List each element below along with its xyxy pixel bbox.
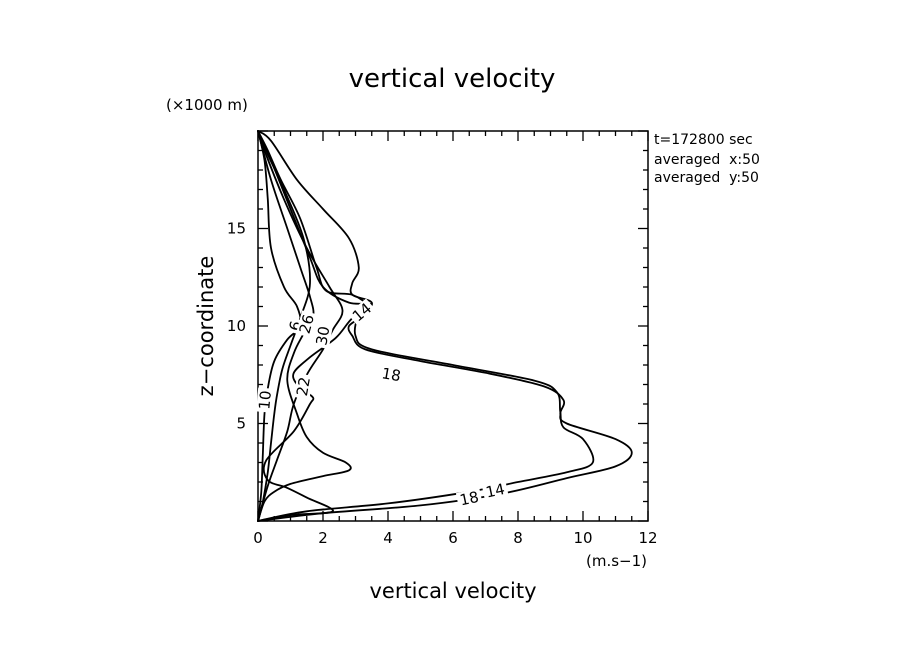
contour-label-background [347,298,377,327]
contour-label-background [293,373,314,400]
y-tick-labels: 5 10 15 [227,220,246,433]
contour-line-6 [257,130,311,522]
x-axis-unit: (m.s−1) [586,552,647,570]
x-tick-label: 0 [253,529,263,547]
contour-line-26 [257,130,352,522]
x-tick-label: 10 [573,529,592,547]
contour-label: 22 [293,375,314,397]
y-tick-label: 15 [227,220,246,238]
x-tick-label: 2 [318,529,328,547]
contour-label-background [455,488,483,509]
y-axis-label: z−coordinate [194,256,218,397]
info-line-y: averaged y:50 [654,170,759,186]
chart-title: vertical velocity [349,64,556,94]
info-line-time: t=172800 sec [654,132,753,148]
axis-ticks [257,130,649,522]
info-line-x: averaged x:50 [654,152,760,168]
x-tick-label: 12 [638,529,657,547]
x-tick-label: 6 [448,529,458,547]
y-tick-label: 5 [236,415,246,433]
contour-label-background [295,310,318,338]
contour-label-background [481,480,509,502]
contour-label-background [313,322,333,349]
info-panel: t=172800 sec averaged x:50 averaged y:50 [654,132,760,186]
y-axis-unit: (×1000 m) [166,96,248,114]
x-axis-label: vertical velocity [369,579,536,603]
contour-line-18 [257,130,633,522]
x-tick-labels: 0 2 4 6 8 10 12 [253,529,657,547]
contour-label: 30 [312,325,333,347]
y-tick-label: 10 [227,317,246,335]
contour-label: 18 [458,488,480,510]
x-tick-label: 4 [383,529,393,547]
contour-label: 10 [255,390,275,411]
contour-label: 18 [380,364,402,385]
contour-label-background [378,364,405,385]
contour-label: 14 [484,480,506,502]
contour-label: 26 [296,312,318,335]
x-tick-label: 8 [513,529,523,547]
contour-label-background [256,387,275,413]
